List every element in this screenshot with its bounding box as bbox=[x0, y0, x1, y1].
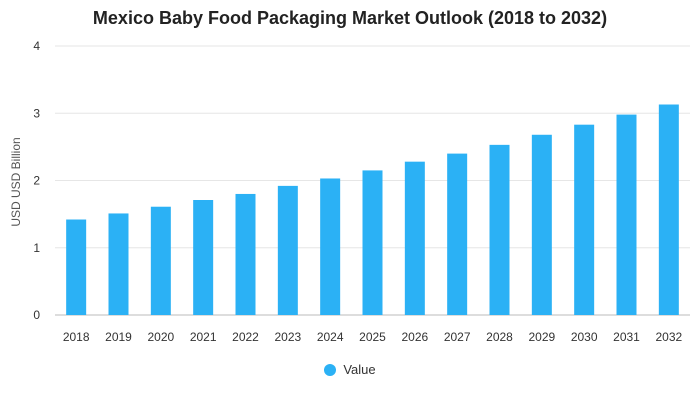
bar-2032[interactable] bbox=[658, 104, 679, 315]
bar-2021[interactable] bbox=[193, 200, 214, 315]
x-axis-ticks: 2018 2019 2020 2021 2022 2023 2024 2025 2026 2027… bbox=[63, 330, 683, 344]
bar-2022[interactable] bbox=[235, 193, 256, 315]
legend-label: Value bbox=[343, 362, 376, 377]
x-tick-label: 2032 bbox=[655, 330, 682, 344]
y-tick-label: 2 bbox=[33, 174, 40, 188]
legend: Value bbox=[0, 362, 700, 377]
bar-2024[interactable] bbox=[320, 178, 341, 315]
y-tick-label: 3 bbox=[33, 106, 40, 120]
x-tick-label: 2025 bbox=[359, 330, 386, 344]
bar-2030[interactable] bbox=[574, 124, 595, 316]
bar-2029[interactable] bbox=[531, 134, 552, 315]
y-axis-ticks: 0 1 2 3 4 bbox=[33, 39, 40, 322]
x-tick-label: 2027 bbox=[444, 330, 471, 344]
bars bbox=[66, 104, 679, 316]
x-tick-label: 2031 bbox=[613, 330, 640, 344]
x-tick-label: 2024 bbox=[317, 330, 344, 344]
x-tick-label: 2022 bbox=[232, 330, 259, 344]
bar-2019[interactable] bbox=[108, 213, 129, 315]
bar-2020[interactable] bbox=[150, 206, 171, 315]
chart-title: Mexico Baby Food Packaging Market Outloo… bbox=[92, 8, 608, 28]
bar-2027[interactable] bbox=[447, 153, 468, 315]
x-tick-label: 2021 bbox=[190, 330, 217, 344]
x-tick-label: 2018 bbox=[63, 330, 90, 344]
bar-2031[interactable] bbox=[616, 114, 637, 315]
x-tick-label: 2020 bbox=[147, 330, 174, 344]
x-tick-label: 2030 bbox=[571, 330, 598, 344]
y-axis-label: USD USD Billion bbox=[9, 137, 23, 226]
x-tick-label: 2028 bbox=[486, 330, 513, 344]
x-tick-label: 2019 bbox=[105, 330, 132, 344]
bar-2018[interactable] bbox=[66, 219, 87, 315]
y-tick-label: 1 bbox=[33, 241, 40, 255]
bar-2028[interactable] bbox=[489, 144, 510, 315]
bar-2025[interactable] bbox=[362, 170, 383, 315]
y-tick-label: 0 bbox=[33, 308, 40, 322]
x-tick-label: 2029 bbox=[528, 330, 555, 344]
x-tick-label: 2026 bbox=[401, 330, 428, 344]
legend-swatch bbox=[324, 363, 337, 376]
x-tick-label: 2023 bbox=[274, 330, 301, 344]
bar-2023[interactable] bbox=[277, 185, 298, 315]
bar-2026[interactable] bbox=[404, 161, 425, 315]
y-tick-label: 4 bbox=[33, 39, 40, 53]
